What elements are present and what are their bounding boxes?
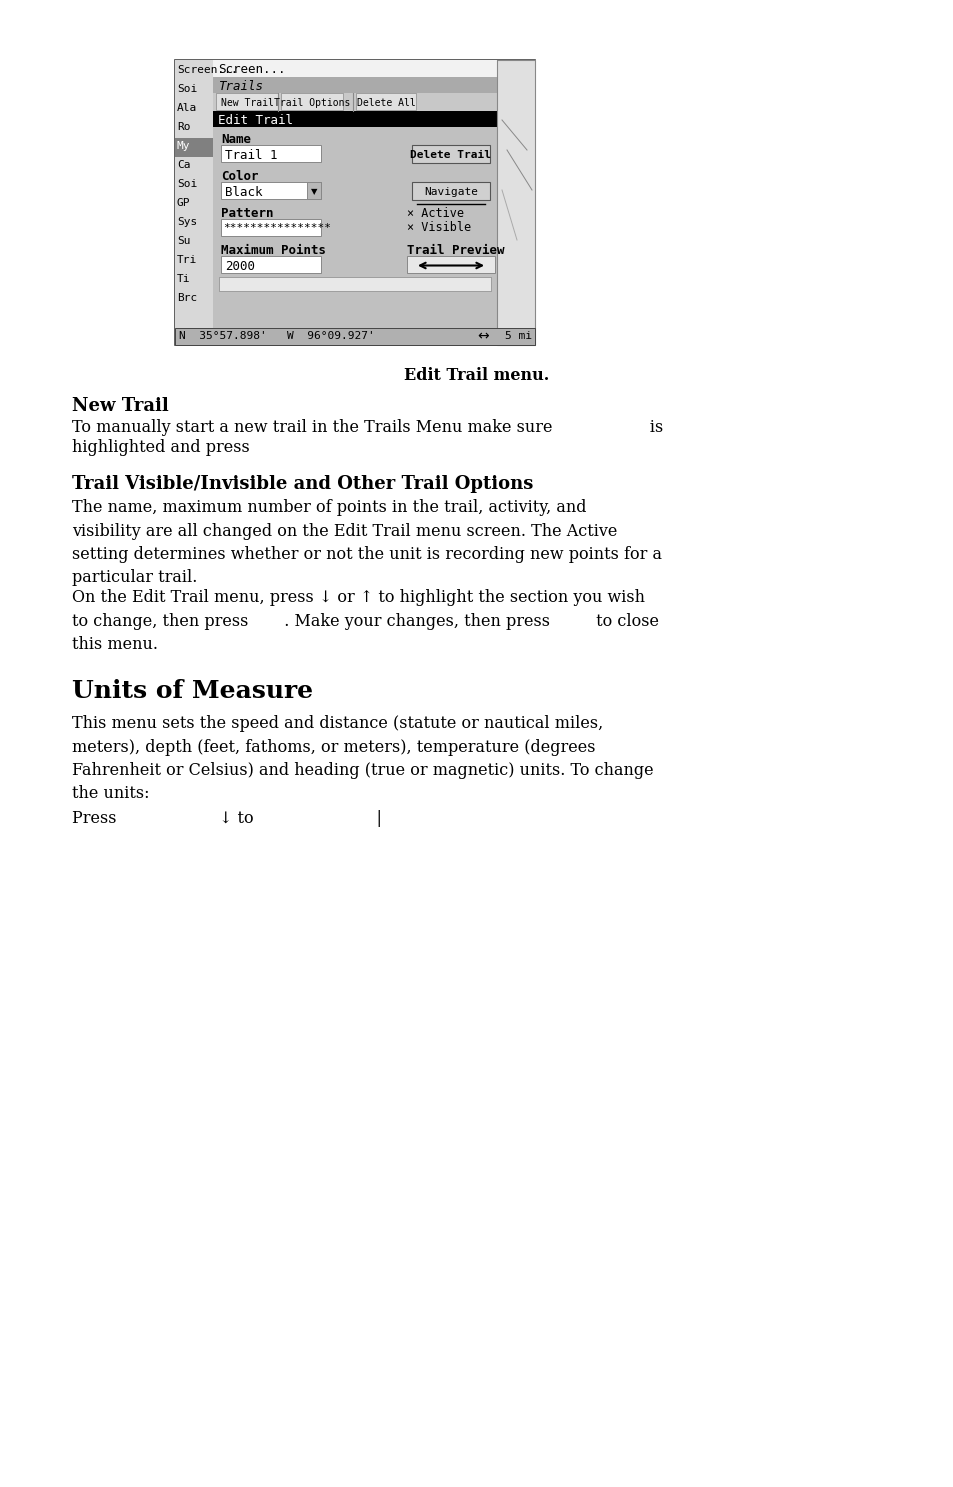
Text: Delete Trail: Delete Trail: [410, 150, 491, 161]
Text: ****************: ****************: [223, 223, 331, 233]
Bar: [412, 181, 490, 199]
Text: × Active: × Active: [407, 207, 463, 220]
Bar: [281, 94, 343, 110]
Bar: [221, 146, 320, 162]
Text: 5 mi: 5 mi: [504, 332, 532, 341]
Text: The name, maximum number of points in the trail, activity, and
visibility are al: The name, maximum number of points in th…: [71, 500, 661, 586]
Text: Tri: Tri: [177, 254, 197, 265]
Bar: [215, 94, 277, 110]
Text: Su: Su: [177, 236, 191, 245]
Bar: [497, 59, 535, 345]
Bar: [213, 126, 497, 329]
Text: Brc: Brc: [177, 293, 197, 303]
Bar: [412, 146, 490, 164]
Bar: [174, 59, 213, 345]
Text: Maximum Points: Maximum Points: [221, 244, 326, 257]
Bar: [219, 277, 491, 291]
Text: N  35°57.898'   W  96°09.927': N 35°57.898' W 96°09.927': [179, 332, 375, 341]
Text: Units of Measure: Units of Measure: [71, 680, 313, 703]
Bar: [307, 181, 320, 199]
Text: This menu sets the speed and distance (statute or nautical miles,
meters), depth: This menu sets the speed and distance (s…: [71, 715, 653, 803]
Text: GP: GP: [177, 198, 191, 208]
Bar: [213, 77, 497, 94]
Bar: [221, 219, 320, 236]
Text: Color: Color: [221, 170, 258, 183]
Text: Ala: Ala: [177, 103, 197, 113]
Text: Delete All: Delete All: [356, 98, 415, 109]
Text: Trail Options: Trail Options: [274, 98, 350, 109]
Text: ▼: ▼: [311, 187, 317, 196]
Text: Ca: Ca: [177, 161, 191, 170]
Text: Trails: Trails: [218, 80, 263, 94]
Bar: [174, 59, 535, 345]
Text: Ro: Ro: [177, 122, 191, 132]
Text: 2000: 2000: [225, 260, 254, 274]
Text: Press                    ↓ to                        |: Press ↓ to |: [71, 810, 381, 827]
Text: Screen...: Screen...: [177, 65, 237, 74]
Text: My: My: [177, 141, 191, 152]
Text: Trail 1: Trail 1: [225, 149, 277, 162]
Text: Sys: Sys: [177, 217, 197, 228]
Text: New Trail: New Trail: [220, 98, 274, 109]
Text: Screen...: Screen...: [218, 62, 285, 76]
Bar: [174, 329, 535, 345]
Text: On the Edit Trail menu, press ↓ or ↑ to highlight the section you wish
to change: On the Edit Trail menu, press ↓ or ↑ to …: [71, 589, 659, 653]
Bar: [355, 94, 416, 110]
Bar: [407, 256, 495, 274]
Text: Navigate: Navigate: [423, 187, 477, 196]
Text: Name: Name: [221, 132, 251, 146]
Bar: [221, 181, 320, 199]
Bar: [213, 112, 497, 126]
Text: Black: Black: [225, 186, 262, 199]
Bar: [174, 138, 213, 158]
Text: Edit Trail menu.: Edit Trail menu.: [404, 367, 549, 384]
Text: Pattern: Pattern: [221, 207, 274, 220]
Bar: [221, 256, 320, 274]
Text: × Visible: × Visible: [407, 222, 471, 233]
Text: New Trail: New Trail: [71, 397, 169, 415]
Text: Soi: Soi: [177, 83, 197, 94]
Text: Trail Preview: Trail Preview: [407, 244, 504, 257]
Text: To manually start a new trail in the Trails Menu make sure                   is
: To manually start a new trail in the Tra…: [71, 419, 662, 455]
Text: Ti: Ti: [177, 274, 191, 284]
Text: Edit Trail: Edit Trail: [218, 114, 293, 126]
Text: Soi: Soi: [177, 178, 197, 189]
Text: Trail Visible/Invisible and Other Trail Options: Trail Visible/Invisible and Other Trail …: [71, 474, 533, 494]
Text: ↔: ↔: [476, 329, 488, 343]
Bar: [213, 94, 497, 112]
Bar: [213, 59, 497, 77]
